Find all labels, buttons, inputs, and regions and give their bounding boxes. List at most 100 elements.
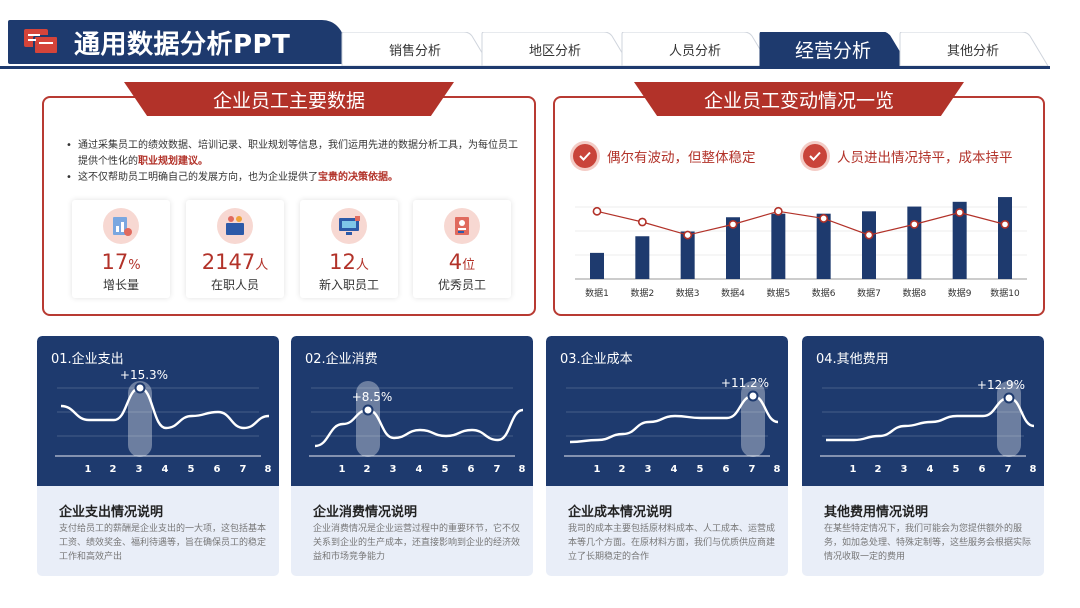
x-tick-label: 7 <box>494 464 501 475</box>
highlight-column <box>128 381 152 457</box>
kpi-label: 新入职员工 <box>318 278 379 292</box>
card-chart-area <box>291 336 533 486</box>
kpi-label: 增长量 <box>102 278 139 292</box>
kpi-card: 4位优秀员工 <box>413 200 511 298</box>
x-tick-label: 5 <box>442 464 449 475</box>
kpi-label: 在职人员 <box>210 278 259 292</box>
kpi-card: 17% 增长量 <box>72 200 170 298</box>
tab-label: 销售分析 <box>388 43 441 59</box>
x-tick-label: 6 <box>214 464 221 475</box>
x-tick-label: 4 <box>162 464 169 475</box>
x-tick-label: 6 <box>723 464 730 475</box>
tab-5[interactable]: 其他分析 <box>896 32 1050 66</box>
x-tick-label: 数据3 <box>676 287 700 299</box>
bar <box>998 197 1012 279</box>
x-tick-label: 5 <box>697 464 704 475</box>
wave-line <box>314 408 524 448</box>
kpi-number: 4 <box>448 250 463 274</box>
x-tick-label: 4 <box>927 464 934 475</box>
x-tick-label: 5 <box>953 464 960 475</box>
card-wave-chart: +15.3% 1 2 3 4 5 6 7 8 <box>55 368 272 475</box>
highlight-column <box>356 381 380 457</box>
card-percent: +15.3% <box>120 368 168 382</box>
line-point <box>864 230 874 240</box>
panel-description: 通过采集员工的绩效数据、培训记录、职业规划等信息，我们运用先进的数据分析工具，为… <box>66 138 526 186</box>
check-text: 偶尔有波动，但整体稳定 <box>607 150 756 166</box>
card-title: 01.企业支出 <box>51 352 124 367</box>
card-foot-title: 其他费用情况说明 <box>824 505 929 520</box>
kpi-label: 优秀员工 <box>437 278 486 292</box>
metric-card: +15.3% 1 2 3 4 5 6 7 8 01.企业支出 企业支出情况说明 支付给员工的薪酬是企业… <box>37 336 279 576</box>
kpi-unit: 位 <box>462 258 476 273</box>
tab-1[interactable]: 销售分析 <box>338 32 492 66</box>
tab-2[interactable]: 地区分析 <box>478 32 632 66</box>
bar <box>726 217 740 279</box>
kpi-value: 12人 <box>300 250 398 274</box>
x-tick-label: 6 <box>979 464 986 475</box>
panel-title: 企业员工变动情况一览 <box>634 82 964 116</box>
bullet-text: 这不仅帮助员工明确自己的发展方向，也为企业提供了 <box>78 172 318 183</box>
card-foot-desc: 企业消费情况是企业运营过程中的重要环节，它不仅关系到企业的生产成本，还直接影响到… <box>313 524 521 562</box>
card-title: 02.企业消费 <box>305 352 378 367</box>
line-point <box>1000 219 1010 229</box>
line-point <box>955 208 965 217</box>
bar <box>816 213 831 279</box>
line-point <box>728 219 738 229</box>
x-tick-label: 8 <box>519 464 526 475</box>
x-tick-label: 1 <box>85 464 92 475</box>
tab-4[interactable]: 经营分析 <box>756 32 910 66</box>
x-tick-label: 数据4 <box>721 287 745 299</box>
highlight-point <box>1003 392 1015 404</box>
x-tick-label: 7 <box>1005 464 1012 475</box>
check-icon <box>573 144 597 168</box>
tab-label: 其他分析 <box>946 43 999 59</box>
x-tick-label: 2 <box>875 464 882 475</box>
x-tick-label: 8 <box>774 464 781 475</box>
x-tick-label: 7 <box>749 464 756 475</box>
kpi-value: 4位 <box>413 250 511 274</box>
card-foot-title: 企业支出情况说明 <box>59 505 164 520</box>
header: 通用数据分析PPT 销售分析 地区分析 人员分析 经营分析 其他分析 <box>0 18 1050 70</box>
x-tick-label: 4 <box>671 464 678 475</box>
line-point <box>909 219 919 229</box>
kpi-value: 17% <box>72 250 170 274</box>
kpi-number: 12 <box>329 250 356 274</box>
x-tick-label: 8 <box>265 464 272 475</box>
check-icon <box>803 144 827 168</box>
x-tick-label: 3 <box>645 464 652 475</box>
metric-card: +11.2% 1 2 3 4 5 6 7 8 03.企业成本 企业成本情况说明 我司的成本主要包括原材… <box>546 336 788 576</box>
bullet-highlight: 职业规划建议。 <box>138 156 208 167</box>
card-title: 03.企业成本 <box>560 352 633 367</box>
bullet-text: 通过采集员工的绩效数据、培训记录、职业规划等信息，我们运用先进的数据分析工具，为… <box>78 140 518 167</box>
bar <box>907 206 922 279</box>
card-foot-title: 企业消费情况说明 <box>313 505 418 520</box>
card-chart-area <box>546 336 788 486</box>
kpi-number: 17 <box>101 250 129 274</box>
card-percent: +8.5% <box>352 390 393 404</box>
growth-chart-icon <box>103 208 139 244</box>
tab-3[interactable]: 人员分析 <box>618 32 772 66</box>
x-tick-label: 3 <box>901 464 908 475</box>
bullet-highlight: 宝贵的决策依据。 <box>318 172 398 183</box>
staff-change-chart: 数据1 数据2 数据3 数据4 数据5 数据6 数据7 数据8 数据9 数据10 <box>575 197 1027 299</box>
card-wave-chart: +12.9% 1 2 3 4 5 6 7 8 <box>820 378 1037 475</box>
bar <box>680 231 695 279</box>
tab-label: 经营分析 <box>794 39 871 62</box>
kpi-number: 2147 <box>201 250 256 274</box>
new-staff-computer-icon <box>331 208 367 244</box>
x-tick-label: 数据7 <box>857 287 881 299</box>
card-percent: +11.2% <box>721 376 769 390</box>
highlight-point <box>134 382 146 394</box>
bullet-item: 这不仅帮助员工明确自己的发展方向，也为企业提供了宝贵的决策依据。 <box>66 170 526 186</box>
line-point <box>819 214 829 223</box>
card-foot-desc: 支付给员工的薪酬是企业支出的一大项，这包括基本工资、绩效奖金、福利待遇等，旨在确… <box>59 524 267 562</box>
panel-title: 企业员工主要数据 <box>124 82 454 116</box>
title-banner: 通用数据分析PPT <box>8 20 344 64</box>
x-tick-label: 数据1 <box>585 287 609 299</box>
bar <box>952 201 967 279</box>
x-tick-label: 5 <box>188 464 195 475</box>
x-tick-label: 1 <box>594 464 601 475</box>
tab-label: 人员分析 <box>668 43 721 59</box>
line-point <box>592 206 602 216</box>
x-tick-label: 8 <box>1030 464 1037 475</box>
